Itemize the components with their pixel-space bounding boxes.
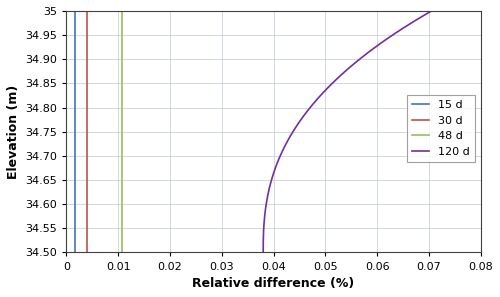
120 d	[260, 226, 266, 230]
48 d	[120, 85, 126, 89]
30 d	[84, 58, 90, 61]
15 d	[72, 144, 78, 148]
48 d	[120, 153, 126, 157]
15 d	[72, 226, 78, 230]
Y-axis label: Elevation (m): Elevation (m)	[7, 85, 20, 179]
15 d	[72, 153, 78, 157]
15 d	[72, 58, 78, 61]
Line: 120 d: 120 d	[263, 11, 432, 252]
Legend: 15 d, 30 d, 48 d, 120 d: 15 d, 30 d, 48 d, 120 d	[406, 95, 475, 162]
120 d	[350, 62, 356, 66]
30 d	[84, 226, 90, 230]
48 d	[120, 226, 126, 230]
15 d	[72, 251, 78, 254]
30 d	[84, 9, 90, 13]
15 d	[72, 62, 78, 66]
120 d	[326, 85, 332, 89]
X-axis label: Relative difference (%): Relative difference (%)	[192, 277, 354, 290]
30 d	[84, 251, 90, 254]
30 d	[84, 144, 90, 148]
48 d	[120, 251, 126, 254]
48 d	[120, 58, 126, 61]
48 d	[120, 144, 126, 148]
120 d	[428, 9, 434, 13]
120 d	[282, 144, 288, 148]
48 d	[120, 62, 126, 66]
30 d	[84, 153, 90, 157]
120 d	[278, 153, 283, 157]
48 d	[120, 9, 126, 13]
120 d	[260, 251, 266, 254]
15 d	[72, 85, 78, 89]
120 d	[356, 58, 362, 61]
30 d	[84, 85, 90, 89]
15 d	[72, 9, 78, 13]
30 d	[84, 62, 90, 66]
